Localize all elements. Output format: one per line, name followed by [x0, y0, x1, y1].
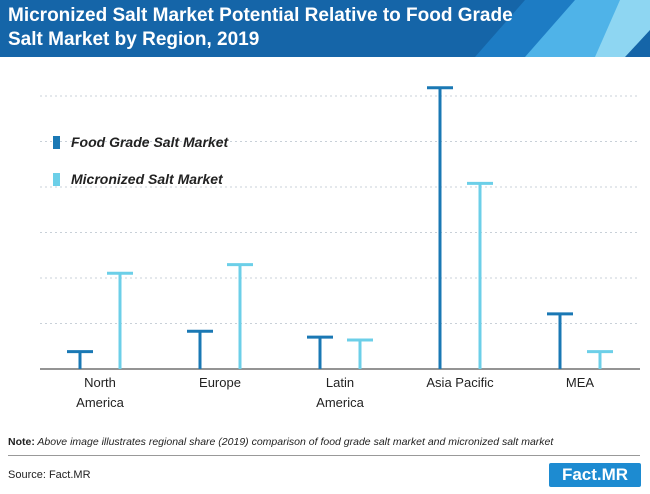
factmr-logo: Fact.MR [549, 463, 641, 487]
x-axis-labels: North America Europe Latin America Asia Pacif… [76, 375, 594, 410]
x-tick-label: Latin America [316, 375, 364, 410]
legend-swatch [53, 136, 60, 149]
bar-mark [227, 263, 253, 369]
bar-mark [547, 312, 573, 369]
source-text: Source: Fact.MR [8, 469, 91, 481]
title-banner: Micronized Salt Market Potential Relativ… [0, 0, 650, 57]
x-tick-label: MEA [566, 375, 595, 390]
chart-area: Food Grade Salt Market Micronized Salt Ma… [40, 86, 640, 410]
chart-title: Micronized Salt Market Potential Relativ… [8, 5, 513, 50]
x-tick-label: Europe [199, 375, 241, 390]
legend-swatch [53, 173, 60, 186]
bar-mark [67, 350, 93, 369]
note-label: Note: [8, 436, 35, 448]
bar-mark [347, 338, 373, 369]
bar-mark [427, 86, 453, 369]
legend-label: Micronized Salt Market [71, 171, 224, 187]
bar-mark [467, 181, 493, 369]
legend: Food Grade Salt Market Micronized Salt Ma… [53, 134, 229, 187]
bar-mark [307, 335, 333, 369]
legend-label: Food Grade Salt Market [71, 134, 229, 150]
bar-mark [107, 271, 133, 369]
bar-mark [187, 329, 213, 369]
bar-mark [587, 350, 613, 369]
note-text: Above image illustrates regional share (… [37, 436, 554, 448]
chart-marks [67, 86, 613, 369]
footer-divider [8, 455, 640, 456]
x-tick-label: Asia Pacific [426, 375, 494, 390]
banner-stripes [475, 0, 650, 57]
x-tick-label: North America [76, 375, 124, 410]
footnote: Note: Above image illustrates regional s… [8, 436, 648, 448]
gridlines [40, 95, 640, 370]
